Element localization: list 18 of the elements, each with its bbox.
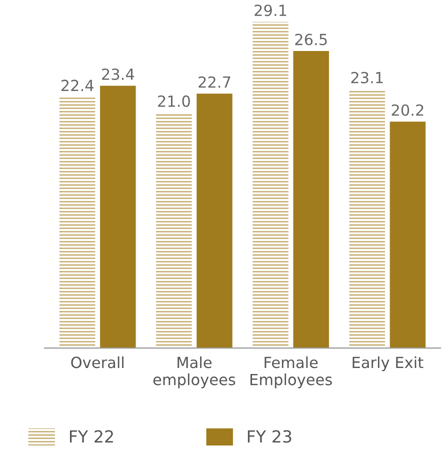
bar	[196, 94, 232, 348]
data-label: 23.4	[102, 68, 134, 80]
data-label: 21.0	[158, 95, 190, 107]
bar	[293, 51, 329, 348]
data-label: 23.1	[351, 72, 383, 84]
bar	[100, 86, 136, 348]
x-tick-label: Female Employees	[250, 356, 332, 388]
data-label: 29.1	[254, 4, 286, 16]
x-tick-label: Early Exit	[352, 356, 424, 372]
data-label: 26.5	[295, 34, 327, 46]
legend-label: FY 23	[248, 430, 292, 443]
legend-label: FY 22	[70, 430, 113, 443]
x-tick-label: Overall	[71, 356, 124, 368]
bar	[390, 122, 426, 348]
data-label: 22.7	[198, 76, 230, 88]
data-label: 22.4	[61, 80, 94, 92]
data-label: 20.2	[392, 104, 424, 116]
x-tick-label: Male employees	[153, 356, 236, 388]
